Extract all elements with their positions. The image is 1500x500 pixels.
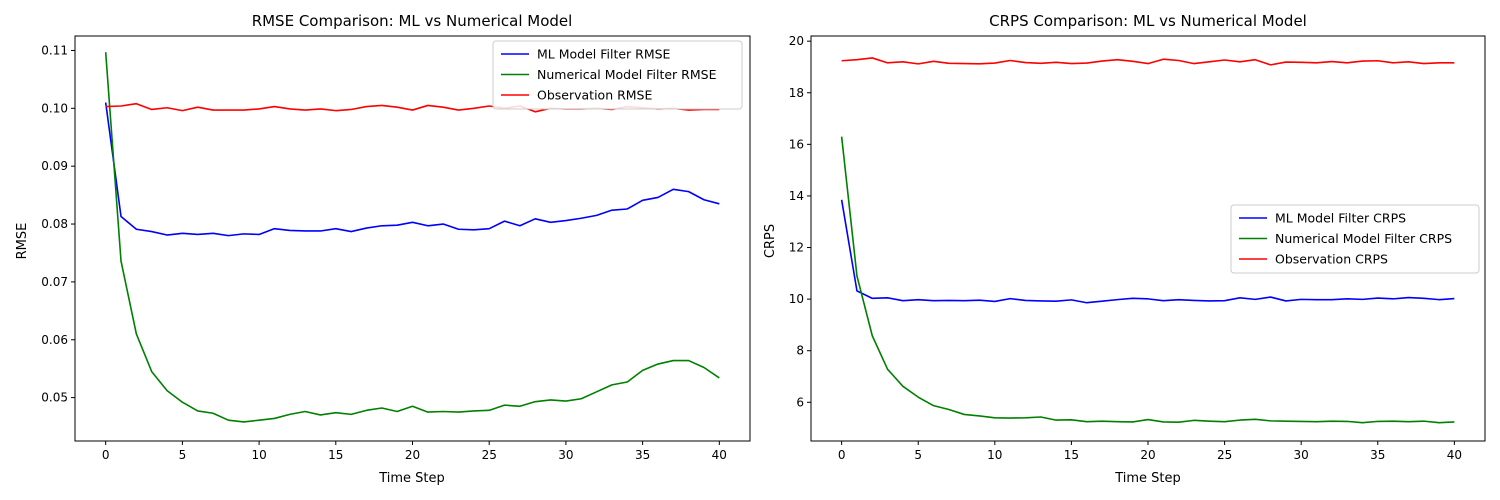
rmse-x-tick-label: 10 (251, 448, 266, 462)
rmse-x-tick-label: 0 (102, 448, 110, 462)
crps-series-line-1 (840, 199, 1455, 304)
crps-x-tick-label: 35 (1370, 448, 1385, 462)
rmse-x-tick-label: 20 (405, 448, 420, 462)
crps-legend: ML Model Filter CRPS Numerical Model Filt… (1230, 204, 1480, 274)
crps-y-tick-label: 10 (789, 292, 804, 306)
rmse-y-tick-label: 0.09 (41, 159, 68, 173)
rmse-y-tick-label: 0.07 (41, 275, 68, 289)
crps-x-tick-label: 15 (1064, 448, 1079, 462)
rmse-legend: ML Model Filter RMSE Numerical Model Filt… (492, 40, 743, 110)
crps-x-tick-label: 40 (1447, 448, 1462, 462)
crps-y-tick-label: 6 (796, 395, 804, 409)
rmse-legend-label: Numerical Model Filter RMSE (537, 67, 717, 82)
rmse-chart: RMSE Comparison: ML vs Numerical Model T… (15, 12, 751, 486)
crps-y-tick-label: 14 (789, 189, 804, 203)
crps-x-tick-label: 0 (838, 448, 846, 462)
crps-chart: CRPS Comparison: ML vs Numerical Model T… (763, 12, 1486, 486)
crps-x-tick-label: 20 (1140, 448, 1155, 462)
rmse-chart-title: RMSE Comparison: ML vs Numerical Model (252, 12, 573, 30)
rmse-x-tick-label: 35 (635, 448, 650, 462)
crps-x-axis-label: Time Step (1114, 471, 1181, 486)
crps-legend-box (1230, 204, 1480, 274)
crps-x-tick-label: 5 (914, 448, 922, 462)
crps-y-axis-label: CRPS (763, 224, 778, 258)
crps-x-tick-label: 10 (987, 448, 1002, 462)
rmse-y-tick-label: 0.10 (41, 101, 68, 115)
rmse-y-tick-label: 0.11 (41, 43, 68, 57)
rmse-x-axis-label: Time Step (378, 471, 445, 486)
crps-y-tick-label: 8 (796, 344, 804, 358)
crps-legend-label: Observation CRPS (1275, 252, 1388, 267)
crps-legend-label: ML Model Filter CRPS (1275, 211, 1406, 226)
crps-series-line-3 (841, 57, 1455, 66)
crps-y-tick-label: 18 (789, 86, 804, 100)
rmse-y-tick-label: 0.06 (41, 333, 68, 347)
crps-x-tick-label: 30 (1294, 448, 1309, 462)
crps-y-tick-label: 20 (789, 34, 804, 48)
crps-y-tick-label: 12 (789, 241, 804, 255)
rmse-x-tick-label: 40 (712, 448, 727, 462)
crps-legend-label: Numerical Model Filter CRPS (1275, 231, 1452, 246)
rmse-x-tick-label: 15 (328, 448, 343, 462)
crps-y-tick-label: 16 (789, 137, 804, 151)
rmse-x-tick-label: 5 (179, 448, 187, 462)
crps-chart-title: CRPS Comparison: ML vs Numerical Model (989, 12, 1307, 30)
rmse-legend-label: ML Model Filter RMSE (537, 47, 671, 62)
rmse-legend-label: Observation RMSE (537, 88, 652, 103)
crps-series-line-2 (840, 136, 1455, 424)
rmse-series-line-1 (104, 102, 720, 237)
crps-x-tick-label: 25 (1217, 448, 1232, 462)
rmse-x-tick-label: 25 (482, 448, 497, 462)
rmse-y-tick-label: 0.08 (41, 217, 68, 231)
rmse-x-tick-label: 30 (558, 448, 573, 462)
rmse-series-line-2 (104, 52, 720, 423)
rmse-legend-box (492, 40, 743, 110)
rmse-y-axis-label: RMSE (15, 223, 30, 260)
rmse-y-tick-label: 0.05 (41, 391, 68, 405)
